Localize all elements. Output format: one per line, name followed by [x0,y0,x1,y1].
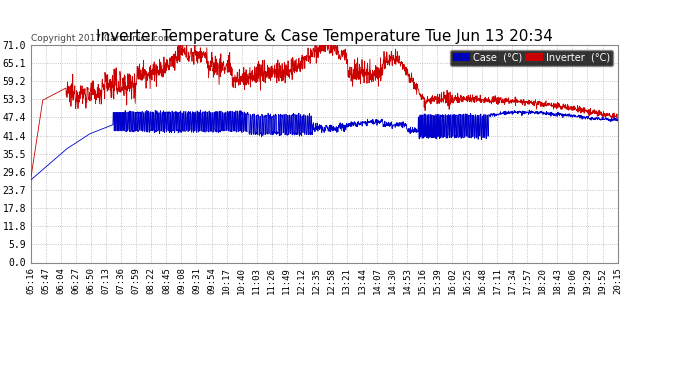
Legend: Case  (°C), Inverter  (°C): Case (°C), Inverter (°C) [450,50,613,66]
Title: Inverter Temperature & Case Temperature Tue Jun 13 20:34: Inverter Temperature & Case Temperature … [96,29,553,44]
Text: Copyright 2017 Cartronics.com: Copyright 2017 Cartronics.com [31,34,172,43]
